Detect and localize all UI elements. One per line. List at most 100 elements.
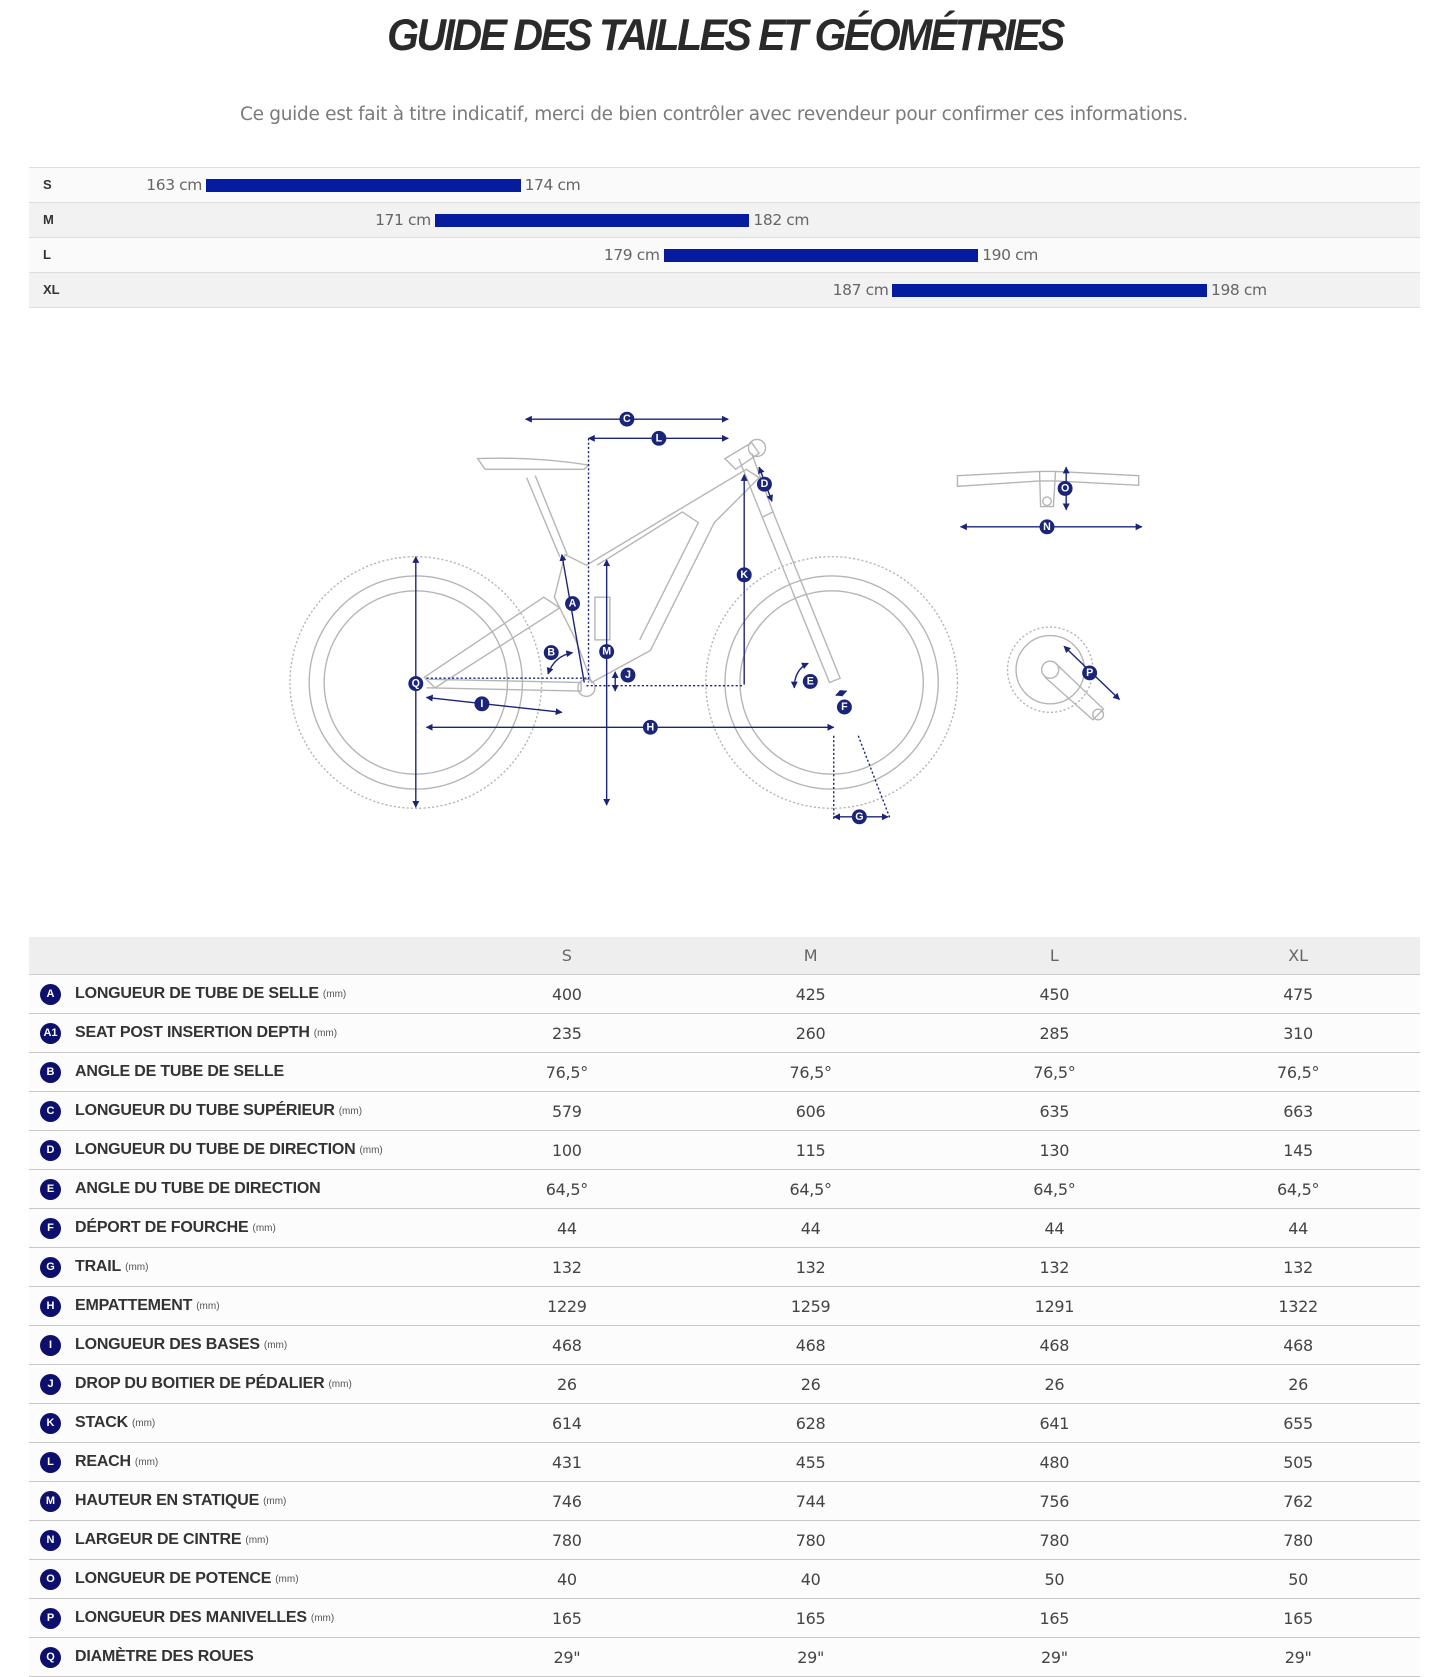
size-range-row: M 171 cm 182 cm [29, 203, 1420, 238]
value-cell: 614 [445, 1403, 689, 1443]
letter-badge-icon: G [40, 1256, 61, 1278]
dimension-lines [412, 415, 1143, 821]
letter-badge-icon: P [40, 1607, 61, 1629]
row-label: TRAIL [75, 1258, 122, 1275]
column-header-m: M [688, 937, 933, 975]
letter-badge-icon: M [40, 1490, 61, 1512]
badge-m: M [599, 644, 615, 660]
value-cell: 29" [688, 1637, 933, 1677]
value-cell: 1322 [1176, 1286, 1420, 1326]
value-cell: 425 [688, 974, 933, 1014]
svg-text:P: P [1086, 667, 1093, 679]
badge-p: P [1082, 665, 1098, 681]
value-cell: 455 [688, 1442, 933, 1482]
size-label: S [43, 177, 52, 192]
row-label-cell: M HAUTEUR EN STATIQUE (mm) [29, 1481, 445, 1521]
table-row: O LONGUEUR DE POTENCE (mm) 40 40 50 50 [29, 1559, 1420, 1599]
value-cell: 76,5° [445, 1052, 689, 1092]
row-label-cell: P LONGUEUR DES MANIVELLES (mm) [29, 1598, 445, 1638]
svg-text:H: H [647, 721, 655, 733]
front-wheel [705, 555, 959, 810]
value-cell: 100 [445, 1130, 689, 1170]
row-label-cell: C LONGUEUR DU TUBE SUPÉRIEUR (mm) [29, 1091, 445, 1131]
value-cell: 1229 [445, 1286, 689, 1326]
value-cell: 628 [688, 1403, 933, 1443]
saddle [476, 457, 590, 470]
row-unit: (mm) [131, 1417, 156, 1429]
row-label-cell: J DROP DU BOITIER DE PÉDALIER (mm) [29, 1364, 445, 1404]
value-cell: 165 [932, 1598, 1177, 1638]
row-label: SEAT POST INSERTION DEPTH [75, 1024, 310, 1041]
value-cell: 606 [688, 1091, 933, 1131]
max-height-label: 182 cm [753, 211, 810, 229]
svg-text:G: G [855, 811, 863, 823]
value-cell: 29" [932, 1637, 1177, 1677]
value-cell: 165 [1176, 1598, 1420, 1638]
svg-text:L: L [656, 432, 663, 444]
row-label: LONGUEUR DE TUBE DE SELLE [75, 985, 319, 1002]
value-cell: 780 [1176, 1520, 1420, 1560]
max-height-label: 190 cm [982, 246, 1038, 264]
frame [553, 468, 761, 684]
badge-d: D [756, 476, 772, 492]
value-cell: 132 [688, 1247, 933, 1287]
letter-badge-icon: K [40, 1412, 61, 1434]
row-unit: (mm) [196, 1300, 220, 1312]
stem [723, 441, 761, 471]
value-cell: 780 [445, 1520, 689, 1560]
letter-badge-icon: F [40, 1217, 61, 1239]
table-row: P LONGUEUR DES MANIVELLES (mm) 165 165 165 165 [29, 1598, 1420, 1638]
row-unit: (mm) [322, 988, 347, 1000]
value-cell: 260 [688, 1013, 933, 1053]
table-row: Q DIAMÈTRE DES ROUES 29" 29" 29" 29" [29, 1637, 1420, 1677]
row-unit: (mm) [263, 1339, 288, 1351]
value-cell: 26 [1176, 1364, 1420, 1404]
rear-wheel [289, 555, 543, 810]
height-range-bar [663, 249, 979, 262]
row-label: LONGUEUR DE POTENCE [75, 1570, 272, 1587]
row-label-cell: D LONGUEUR DU TUBE DE DIRECTION (mm) [29, 1130, 445, 1170]
letter-badge-icon: B [40, 1061, 61, 1083]
height-range-bar [434, 214, 750, 227]
value-cell: 780 [932, 1520, 1177, 1560]
table-row: G TRAIL (mm) 132 132 132 132 [29, 1247, 1420, 1287]
value-cell: 468 [1176, 1325, 1420, 1365]
letter-badge-icon: J [40, 1373, 61, 1395]
letter-badge-icon: O [40, 1568, 61, 1590]
column-header-l: L [932, 937, 1177, 975]
value-cell: 655 [1176, 1403, 1420, 1443]
value-cell: 235 [445, 1013, 689, 1053]
badge-g: G [851, 809, 867, 825]
value-cell: 76,5° [1176, 1052, 1420, 1092]
letter-badge-icon: L [40, 1451, 61, 1473]
size-range-row: L 179 cm 190 cm [29, 238, 1420, 273]
svg-text:D: D [761, 478, 769, 490]
value-cell: 44 [932, 1208, 1177, 1248]
row-unit: (mm) [134, 1456, 159, 1468]
table-row: L REACH (mm) 431 455 480 505 [29, 1442, 1420, 1482]
badge-n: N [1039, 519, 1055, 535]
min-height-label: 163 cm [146, 176, 202, 194]
table-row: N LARGEUR DE CINTRE (mm) 780 780 780 780 [29, 1520, 1420, 1560]
row-label: DROP DU BOITIER DE PÉDALIER [75, 1375, 325, 1392]
value-cell: 756 [932, 1481, 1177, 1521]
badge-b: B [543, 645, 559, 661]
badge-j: J [620, 667, 636, 683]
height-range-bar [892, 284, 1207, 297]
svg-text:J: J [625, 669, 631, 681]
size-label: L [43, 247, 51, 262]
table-row: H EMPATTEMENT (mm) 1229 1259 1291 1322 [29, 1286, 1420, 1326]
max-height-label: 198 cm [1211, 281, 1267, 299]
table-row: F DÉPORT DE FOURCHE (mm) 44 44 44 44 [29, 1208, 1420, 1248]
size-range-row: S 163 cm 174 cm [29, 168, 1420, 203]
row-label-cell: B ANGLE DE TUBE DE SELLE [29, 1052, 445, 1092]
value-cell: 165 [688, 1598, 933, 1638]
value-cell: 29" [1176, 1637, 1420, 1677]
svg-text:N: N [1043, 521, 1051, 533]
min-height-label: 171 cm [375, 211, 431, 229]
value-cell: 115 [688, 1130, 933, 1170]
row-unit: (mm) [252, 1222, 276, 1234]
svg-text:K: K [740, 569, 748, 581]
value-cell: 50 [932, 1559, 1177, 1599]
bike-drawing [289, 438, 1140, 810]
